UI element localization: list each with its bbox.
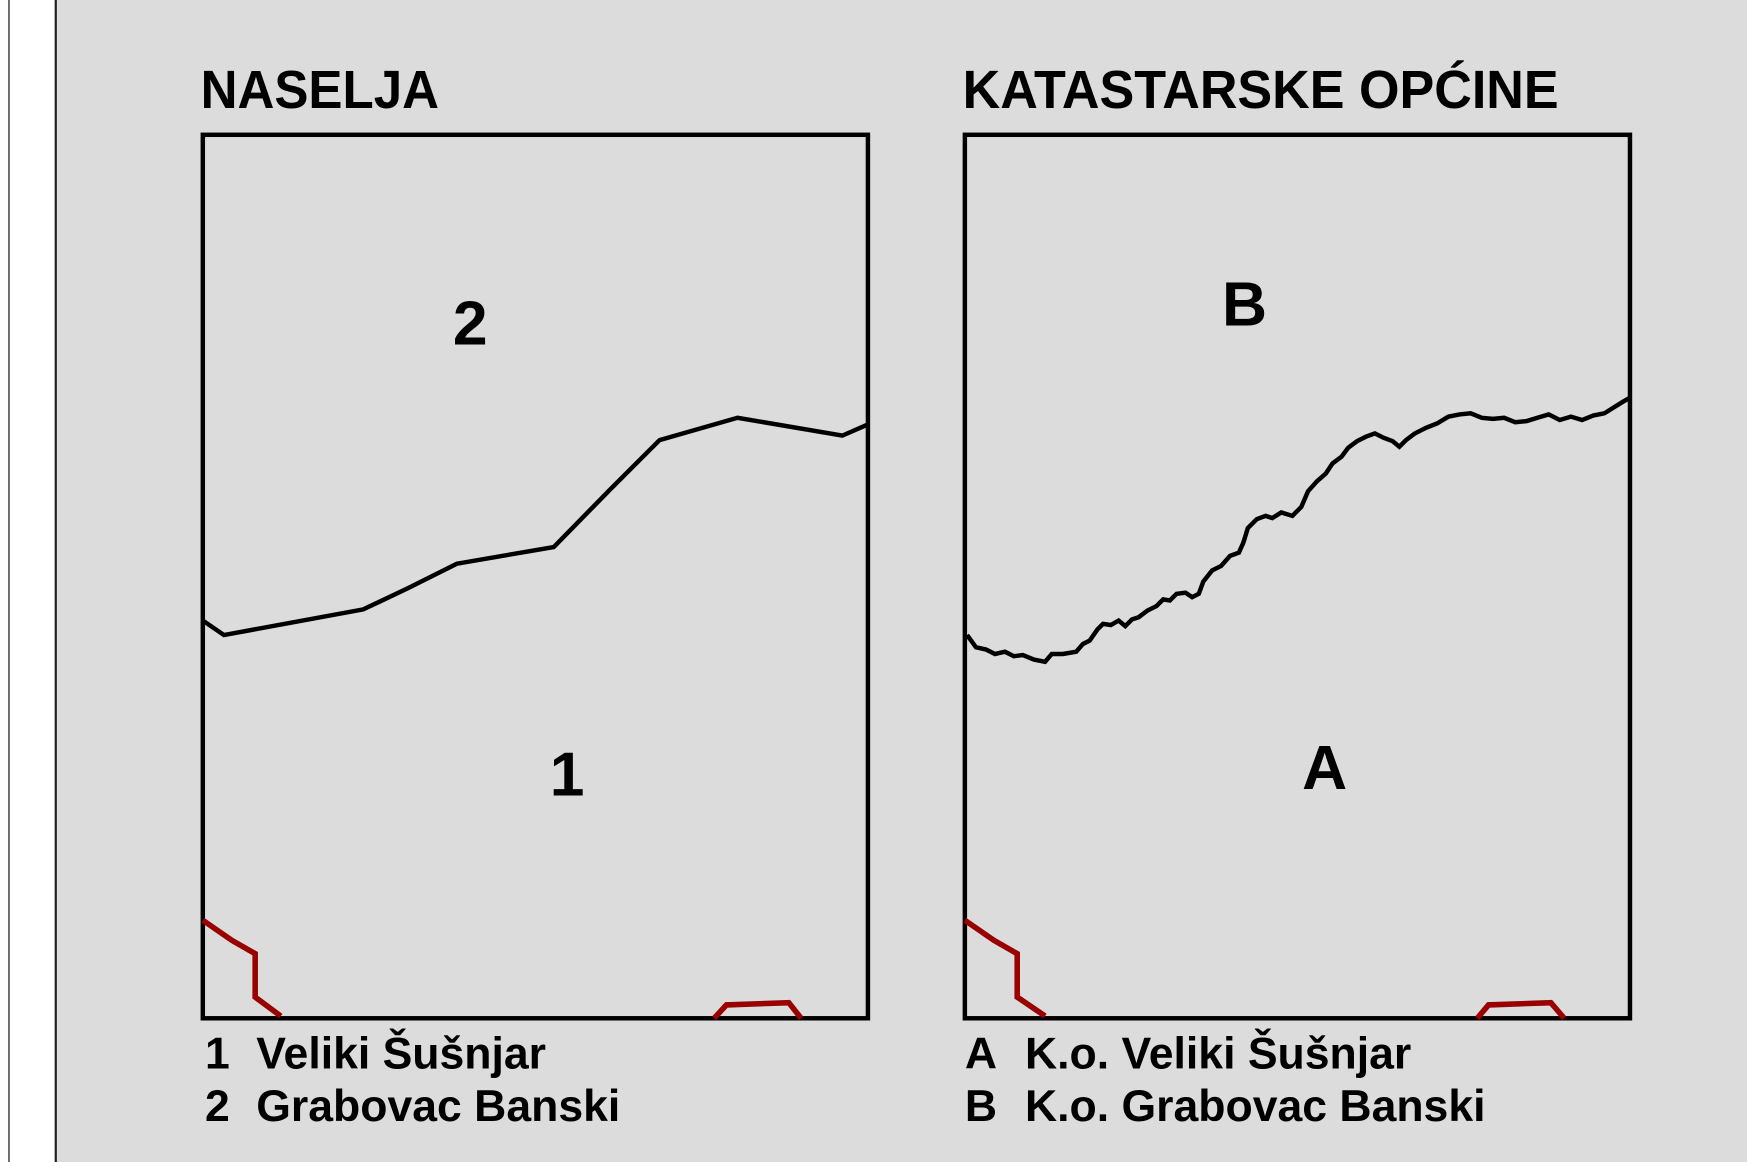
region-label: A bbox=[1302, 734, 1347, 803]
map-frame bbox=[200, 132, 871, 1021]
panel-title: NASELJA bbox=[201, 61, 439, 120]
boundary-line bbox=[201, 415, 869, 638]
border-line bbox=[712, 999, 804, 1021]
legend-name: Veliki Šušnjar bbox=[256, 1027, 546, 1078]
region-label: B bbox=[1222, 270, 1267, 339]
boundary-line bbox=[965, 395, 1632, 665]
legend-key: A bbox=[965, 1029, 997, 1078]
region-label: 2 bbox=[453, 289, 488, 358]
map-frame bbox=[962, 132, 1633, 1021]
border-line bbox=[1475, 999, 1567, 1021]
legend-name: Grabovac Banski bbox=[256, 1082, 620, 1131]
legend-key: B bbox=[965, 1082, 997, 1131]
border-line bbox=[201, 917, 283, 1019]
region-label: 1 bbox=[550, 740, 585, 809]
panel-title: KATASTARSKE OPĆINE bbox=[963, 60, 1559, 120]
legend-key: 2 bbox=[205, 1082, 230, 1131]
legend-name: K.o. Grabovac Banski bbox=[1025, 1082, 1485, 1131]
border-line bbox=[963, 917, 1047, 1019]
legend-name: K.o. Veliki Šušnjar bbox=[1025, 1027, 1411, 1078]
legend-key: 1 bbox=[205, 1029, 230, 1078]
